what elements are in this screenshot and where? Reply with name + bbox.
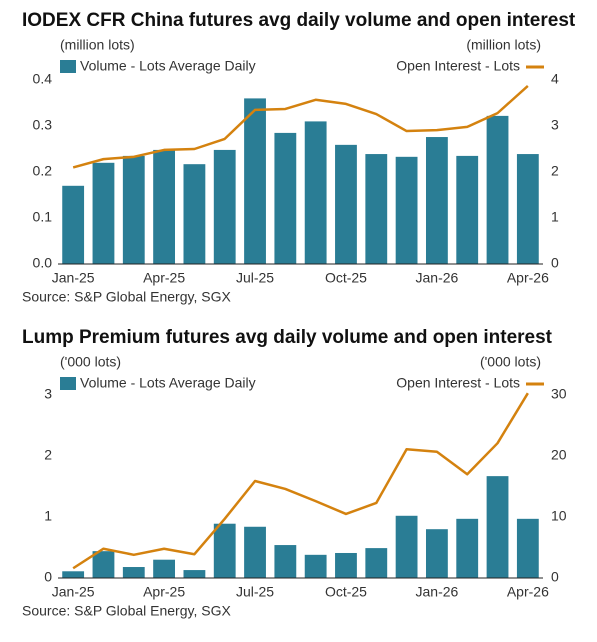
x-tick-label: Apr-26: [507, 270, 549, 286]
bar: [122, 567, 145, 578]
bar: [153, 149, 176, 264]
y2-tick-label: 4: [551, 71, 559, 87]
bar: [62, 571, 85, 578]
y-tick-label: 0.0: [33, 255, 53, 271]
legend-swatch: [60, 377, 76, 390]
bar: [274, 132, 297, 264]
x-tick-label: Apr-26: [507, 584, 549, 600]
x-tick-label: Apr-25: [143, 584, 185, 600]
x-tick-label: Apr-25: [143, 270, 185, 286]
bar: [365, 548, 388, 578]
y2-tick-label: 0: [551, 569, 559, 585]
bar: [425, 529, 448, 578]
bar: [335, 552, 357, 578]
bar: [122, 155, 145, 264]
bar: [486, 476, 509, 578]
x-tick-label: Jan-25: [52, 584, 95, 600]
chart-title: Lump Premium futures avg daily volume an…: [22, 327, 553, 348]
bar: [425, 137, 448, 264]
x-tick-label: Jul-25: [236, 270, 274, 286]
bar: [92, 551, 115, 578]
y2-tick-label: 20: [551, 447, 567, 463]
bar: [183, 570, 206, 578]
bar: [456, 155, 479, 264]
legend-label: Open Interest - Lots: [396, 375, 520, 391]
y2-axis-label: (million lots): [466, 37, 541, 53]
y2-axis-label: ('000 lots): [480, 354, 541, 370]
source-note: Source: S&P Global Energy, SGX: [22, 603, 231, 619]
x-tick-label: Jul-25: [236, 584, 274, 600]
chart-title: IODEX CFR China futures avg daily volume…: [22, 10, 576, 31]
bar: [274, 545, 297, 578]
y-axis-label: ('000 lots): [60, 354, 121, 370]
x-tick-label: Jan-25: [52, 270, 95, 286]
bar: [395, 515, 418, 578]
bar: [486, 115, 509, 264]
y-tick-label: 0: [44, 569, 52, 585]
legend-label: Volume - Lots Average Daily: [80, 58, 256, 74]
legend-label: Open Interest - Lots: [396, 58, 520, 74]
bar: [335, 144, 357, 264]
y-axis-label: (million lots): [60, 37, 135, 53]
legend-label: Volume - Lots Average Daily: [80, 375, 256, 391]
bar: [304, 554, 327, 578]
y2-tick-label: 10: [551, 508, 567, 524]
bar: [244, 526, 266, 578]
bar: [153, 559, 176, 578]
legend-swatch: [60, 60, 76, 73]
bar: [516, 518, 539, 578]
y2-tick-label: 2: [551, 163, 559, 179]
bar: [244, 98, 266, 265]
y2-tick-label: 0: [551, 255, 559, 271]
y-tick-label: 1: [44, 508, 52, 524]
y-tick-label: 0.4: [33, 71, 53, 87]
y-tick-label: 0.3: [33, 117, 53, 133]
bar: [213, 523, 236, 578]
y-tick-label: 0.1: [33, 209, 53, 225]
y-tick-label: 3: [44, 386, 52, 402]
bar: [304, 121, 327, 265]
y-tick-label: 0.2: [33, 163, 53, 179]
bar: [456, 518, 479, 578]
source-note: Source: S&P Global Energy, SGX: [22, 289, 231, 305]
bar: [62, 185, 85, 264]
chart: Lump Premium futures avg daily volume an…: [22, 327, 567, 619]
y2-tick-label: 30: [551, 386, 567, 402]
y-tick-label: 2: [44, 447, 52, 463]
line: [72, 85, 529, 169]
x-tick-label: Jan-26: [416, 270, 459, 286]
line: [72, 392, 529, 570]
chart: IODEX CFR China futures avg daily volume…: [22, 10, 576, 305]
x-tick-label: Oct-25: [325, 584, 367, 600]
x-tick-label: Oct-25: [325, 270, 367, 286]
bar: [365, 154, 388, 264]
bar: [183, 164, 206, 264]
y2-tick-label: 3: [551, 117, 559, 133]
bar: [213, 149, 236, 264]
x-tick-label: Jan-26: [416, 584, 459, 600]
bar: [92, 162, 115, 264]
bar: [516, 154, 539, 264]
y2-tick-label: 1: [551, 209, 559, 225]
bar: [395, 156, 418, 264]
